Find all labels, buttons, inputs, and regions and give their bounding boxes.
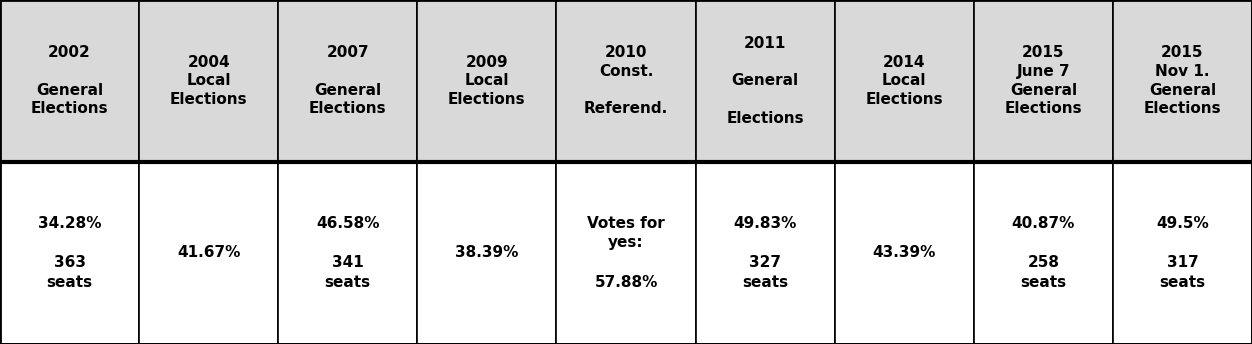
Text: 2014
Local
Elections: 2014 Local Elections [865,55,943,107]
Text: 2002

General
Elections: 2002 General Elections [31,45,109,116]
FancyBboxPatch shape [835,162,974,344]
FancyBboxPatch shape [556,0,696,162]
Text: 34.28%

363
seats: 34.28% 363 seats [38,216,101,290]
Text: 2004
Local
Elections: 2004 Local Elections [170,55,248,107]
FancyBboxPatch shape [696,162,835,344]
FancyBboxPatch shape [0,162,139,344]
Text: 41.67%: 41.67% [177,245,240,260]
FancyBboxPatch shape [278,0,417,162]
FancyBboxPatch shape [278,162,417,344]
Text: 2007

General
Elections: 2007 General Elections [309,45,387,116]
Text: 49.83%

327
seats: 49.83% 327 seats [734,216,796,290]
Text: 46.58%

341
seats: 46.58% 341 seats [316,216,379,290]
Text: Votes for
yes:

57.88%: Votes for yes: 57.88% [587,216,665,290]
Text: 2015
June 7
General
Elections: 2015 June 7 General Elections [1004,45,1082,116]
FancyBboxPatch shape [696,0,835,162]
FancyBboxPatch shape [974,0,1113,162]
FancyBboxPatch shape [0,0,139,162]
Text: 2015
Nov 1.
General
Elections: 2015 Nov 1. General Elections [1143,45,1221,116]
FancyBboxPatch shape [835,0,974,162]
Text: 40.87%

258
seats: 40.87% 258 seats [1012,216,1075,290]
Text: 2011

General

Elections: 2011 General Elections [726,36,804,126]
FancyBboxPatch shape [139,162,278,344]
FancyBboxPatch shape [139,0,278,162]
FancyBboxPatch shape [556,162,696,344]
Text: 43.39%: 43.39% [873,245,936,260]
FancyBboxPatch shape [417,162,556,344]
FancyBboxPatch shape [974,162,1113,344]
Text: 2010
Const.

Referend.: 2010 Const. Referend. [583,45,669,116]
FancyBboxPatch shape [1113,0,1252,162]
FancyBboxPatch shape [417,0,556,162]
Text: 38.39%: 38.39% [456,245,518,260]
FancyBboxPatch shape [1113,162,1252,344]
Text: 2009
Local
Elections: 2009 Local Elections [448,55,526,107]
Text: 49.5%

317
seats: 49.5% 317 seats [1156,216,1209,290]
